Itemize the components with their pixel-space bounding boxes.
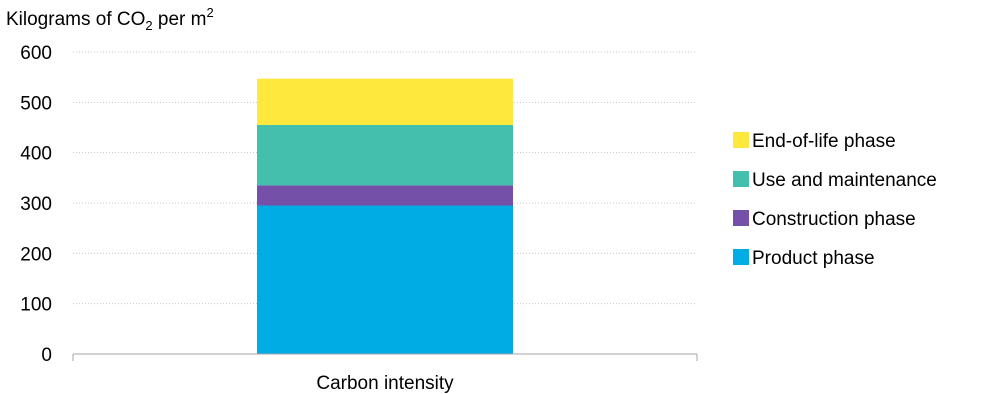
x-tick-labels: Carbon intensity: [316, 373, 454, 394]
y-axis-label: Kilograms of CO2 per m2: [6, 5, 214, 33]
legend-label: Use and maintenance: [752, 170, 937, 191]
bar-segment-product-phase: [257, 206, 513, 354]
legend-label: Product phase: [752, 248, 875, 269]
bar-segment-use-and-maintenance: [257, 125, 513, 185]
legend-label: Construction phase: [752, 209, 916, 230]
legend-swatch: [733, 171, 749, 187]
y-tick-label: 0: [41, 345, 52, 366]
y-tick-label: 400: [20, 144, 52, 165]
legend-label: End-of-life phase: [752, 131, 896, 152]
legend-swatch: [733, 210, 749, 226]
x-tick-label: Carbon intensity: [316, 373, 454, 394]
y-tick-label: 200: [20, 244, 52, 265]
bar-segment-construction-phase: [257, 185, 513, 205]
y-tick-label: 500: [20, 93, 52, 114]
bar-stack: [257, 79, 513, 354]
y-tick-labels: 0 100 200 300 400 500 600: [20, 43, 52, 366]
y-tick-label: 300: [20, 194, 52, 215]
y-tick-label: 600: [20, 43, 52, 64]
legend-swatch: [733, 132, 749, 148]
y-tick-label: 100: [20, 295, 52, 316]
legend-swatch: [733, 249, 749, 265]
axes: [73, 354, 697, 361]
legend: End-of-life phase Use and maintenance Cons…: [733, 131, 937, 269]
bar-segment-end-of-life-phase: [257, 79, 513, 125]
